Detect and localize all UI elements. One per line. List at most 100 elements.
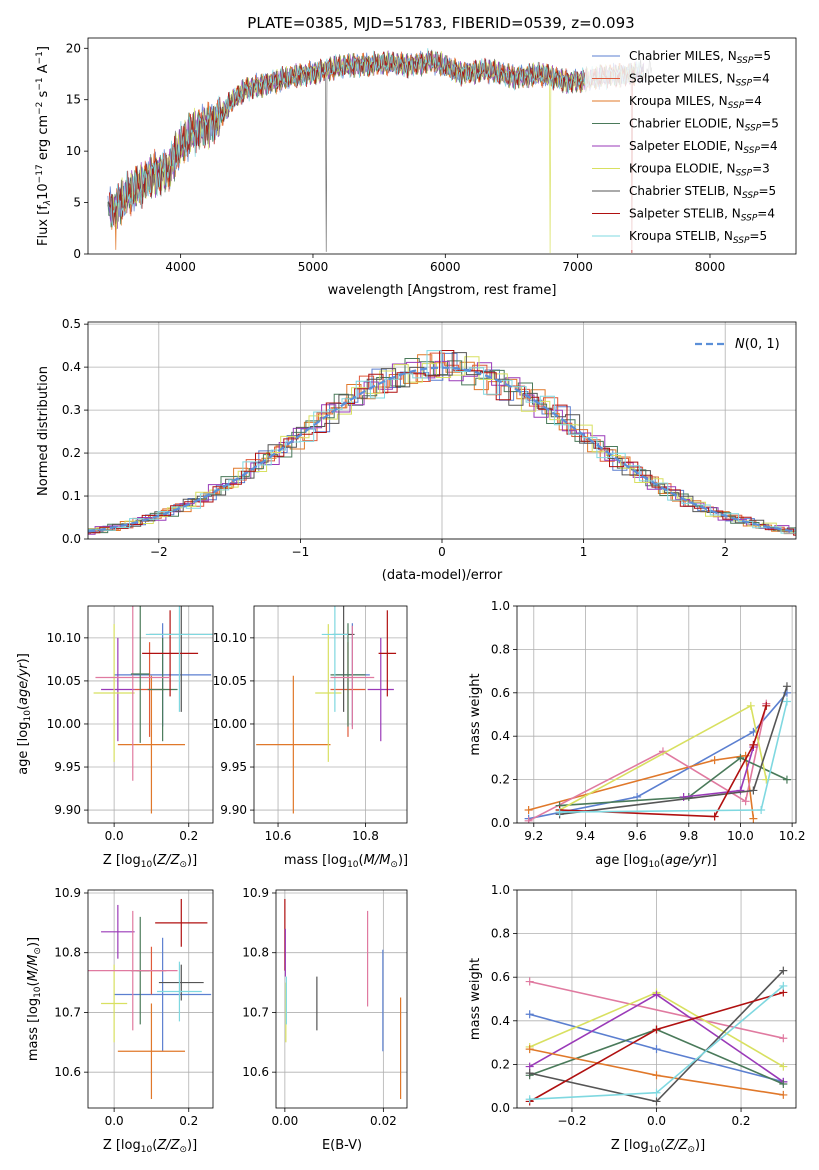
age_vs_mass-xtick-label-0: 10.6: [265, 829, 292, 843]
spectrum-xtick-label-4: 8000: [695, 260, 726, 274]
massweight_vs_age-marker-7-2: [749, 740, 758, 749]
massweight_vs_Z-xtick-label-0: −0.2: [557, 1114, 586, 1128]
massweight_vs_Z-ytick-label-4: 0.8: [491, 927, 510, 941]
massweight_vs_Z-frame: −0.2 0.0 0.2 0.0 0.2 0.4 0.6 0.8 1.0 mass weight Z…: [468, 883, 797, 1155]
massweight_vs_age-ytick-label-3: 0.6: [491, 686, 510, 700]
spectrum-legend-label-2: Kroupa MILES, NSSP=4: [629, 94, 762, 111]
massweight_vs_age-marker-4-1: [736, 786, 745, 795]
mass_vs_Z-ytick-label-0: 10.6: [54, 1065, 81, 1079]
spectrum-legend-label-0: Chabrier MILES, NSSP=5: [629, 49, 771, 66]
massweight_vs_Z-marker-8-0: [525, 1095, 534, 1104]
age-vs-z-ylabel: age [log10(age/yr)]: [16, 653, 33, 775]
massweight_vs_age-ytick-label-1: 0.2: [491, 773, 510, 787]
residuals-ylabel: Normed distribution: [36, 366, 51, 496]
spectrum-legend-label-7: Salpeter STELIB, NSSP=4: [629, 207, 775, 224]
massweight_vs_Z-marker-4-2: [779, 1080, 788, 1089]
age_vs_mass-point-9: [330, 625, 375, 730]
age_vs_Z-point-2: [117, 675, 186, 814]
spectrum-legend-label-5: Kroupa ELODIE, NSSP=3: [629, 162, 770, 179]
spectrum-xtick-label-1: 5000: [298, 260, 329, 274]
mass_vs_EBV-xtick-label-1: 0.02: [370, 1114, 397, 1128]
massweight_vs_age-xtick-label-1: 9.4: [576, 829, 595, 843]
mass_vs_Z-axes: 0.0 0.2 10.6 10.7 10.8 10.9 Z [log10(Z/Z⊙)] mas…: [26, 886, 214, 1155]
age_vs_mass-point-5: [315, 624, 342, 762]
massweight_vs_Z-marker-6-0: [525, 1069, 534, 1078]
residuals-xtick-label-2: 0: [438, 545, 446, 559]
massweight_vs_Z-marker-6-1: [652, 1097, 661, 1106]
massweight_vs_age-marker-1-0: [524, 805, 533, 814]
massweight_vs_age-marker-3-2: [736, 753, 745, 762]
age_vs_Z-spine: [87, 605, 214, 824]
massweight_vs_age-ylabel: mass weight: [468, 673, 483, 755]
residuals-ytick-label-0: 0.0: [62, 532, 81, 546]
massweight_vs_age-series-1: [528, 754, 755, 819]
age_vs_Z-grid: [88, 606, 213, 823]
residuals-frame: −2 −1 0 1 2 0.0 0.1 0.2 0.3 0.4 0.5 N(0, 1) (data-mo…: [36, 317, 797, 583]
residuals-ytick-label-4: 0.4: [62, 360, 81, 374]
mass_vs_Z-spine: [87, 889, 214, 1109]
massweight_vs_age-frame: 9.2 9.4 9.6 9.8 10.0 10.2 0.0 0.2 0.4 0.6 0.8 1.0 ma…: [468, 599, 805, 870]
spectrum-ytick-label-4: 20: [66, 41, 81, 55]
massweight_vs_age-marker-2-0: [524, 816, 533, 823]
massweight_vs_age-marker-0-1: [633, 792, 642, 801]
massweight_vs_Z-marker-5-0: [525, 1045, 534, 1054]
spectrum-ytick-label-3: 15: [66, 93, 81, 107]
age_vs_Z-xtick-label-1: 0.2: [179, 829, 198, 843]
massweight_vs_age-xtick-label-2: 9.6: [628, 829, 647, 843]
massweight_vs_Z-marker-5-1: [652, 1071, 661, 1080]
mass_vs_Z-frame: 0.0 0.2 10.6 10.7 10.8 10.9 Z [log10(Z/Z⊙)] mas…: [26, 886, 214, 1155]
spectrum-legend-label-1: Salpeter MILES, NSSP=4: [629, 72, 770, 89]
massweight_vs_Z-series-0: [529, 980, 784, 1039]
mass_vs_Z-point-8: [157, 961, 202, 1022]
age_vs_mass-ytick-label-1: 9.95: [220, 760, 247, 774]
mass_vs_EBV-data: [284, 898, 402, 1100]
age-vs-z-xlabel: Z [log10(Z/Z⊙)]: [103, 853, 197, 870]
mass_vs_Z-point-9: [88, 910, 178, 1031]
massweight_vs_age-ytick-label-4: 0.8: [491, 642, 510, 656]
spectrum-xtick-label-0: 4000: [165, 260, 196, 274]
spectrum-legend-label-6: Chabrier STELIB, NSSP=5: [629, 184, 776, 201]
mass-vs-z-ylabel: mass [log10(M/M⊙)]: [26, 937, 43, 1061]
massweight_vs_age-spine: [516, 605, 797, 824]
massweight_vs_age-marker-8-0: [555, 808, 564, 817]
age_vs_mass-frame: 10.6 10.8 9.90 9.95 10.00 10.05 10.10 mass [log…: [213, 605, 408, 870]
mass_vs_Z-xtick-label-0: 0.0: [105, 1114, 124, 1128]
massweight_vs_Z-ytick-label-2: 0.4: [491, 1014, 510, 1028]
age_vs_Z-ytick-label-3: 10.05: [47, 674, 81, 688]
spectrum-legend: Chabrier MILES, NSSP=5 Salpeter MILES, NS…: [585, 44, 791, 250]
massweight_vs_Z-data: [525, 966, 788, 1106]
massweight_vs_Z-marker-2-2: [779, 1062, 788, 1071]
residuals-hist-salpeter-elodie: [88, 360, 796, 535]
massweight_vs_Z-marker-8-2: [779, 981, 788, 990]
residuals-hist-chabrier-stelib: [88, 352, 796, 532]
mass_vs_Z-point-0: [114, 937, 212, 1052]
massweight_vs_age-series-4: [683, 746, 755, 798]
spectrum-legend-label-3: Chabrier ELODIE, NSSP=5: [629, 117, 779, 134]
massweight_vs_age-axes: 9.2 9.4 9.6 9.8 10.0 10.2 0.0 0.2 0.4 0.6 0.8 1.0 ma…: [468, 599, 805, 870]
massweight_vs_Z-ytick-label-0: 0.0: [491, 1101, 510, 1115]
mass_vs_Z-point-2: [117, 1003, 186, 1100]
massweight-vs-age-xlabel: age [log10(age/yr)]: [595, 853, 717, 870]
massweight_vs_Z-ytick-label-3: 0.6: [491, 970, 510, 984]
age-vs-mass-xlabel: mass [log10(M/M⊙)]: [284, 853, 408, 870]
residuals-xtick-label-0: −2: [150, 545, 168, 559]
massweight_vs_age-marker-3-3: [782, 775, 791, 784]
mass_vs_Z-ytick-label-2: 10.8: [54, 946, 81, 960]
massweight_vs_Z-marker-5-2: [779, 1090, 788, 1099]
mass_vs_Z-point-7: [155, 898, 208, 947]
massweight_vs_Z-marker-6-2: [779, 966, 788, 975]
mass_vs_Z-point-4: [101, 904, 135, 959]
massweight_vs_age-marker-5-1: [746, 701, 755, 710]
age_vs_Z-point-7: [142, 610, 199, 697]
massweight_vs_Z-ytick-label-5: 1.0: [491, 883, 510, 897]
mass-vs-ebv-xlabel: E(B-V): [322, 1138, 362, 1153]
residuals-hist-salpeter-stelib: [88, 350, 796, 536]
age_vs_Z-point-4: [101, 637, 135, 742]
age_vs_mass-xtick-label-1: 10.8: [352, 829, 379, 843]
age_vs_mass-grid: [254, 606, 407, 823]
residuals-ytick-label-5: 0.5: [62, 317, 81, 331]
massweight_vs_Z-marker-1-1: [652, 1045, 661, 1054]
mass_vs_EBV-ytick-label-0: 10.6: [242, 1065, 269, 1079]
massweight_vs_age-series-7: [559, 705, 768, 818]
residuals-xlabel: (data-model)/error: [382, 568, 503, 583]
